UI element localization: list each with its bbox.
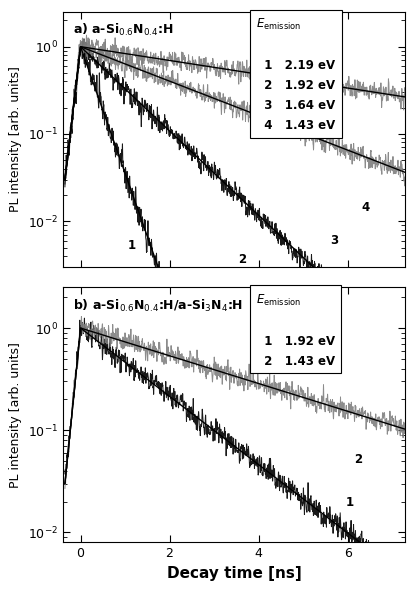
Text: 2: 2 [239, 253, 247, 266]
Text: $E_\mathrm{emission}$

  1   1.92 eV
  2   1.43 eV: $E_\mathrm{emission}$ 1 1.92 eV 2 1.43 e… [256, 293, 336, 368]
Text: 2: 2 [354, 453, 362, 466]
Text: 3: 3 [330, 234, 338, 247]
Y-axis label: PL intensity [arb. units]: PL intensity [arb. units] [9, 342, 22, 488]
Text: b) a-Si$_{0.6}$N$_{0.4}$:H/a-Si$_3$N$_4$:H: b) a-Si$_{0.6}$N$_{0.4}$:H/a-Si$_3$N$_4$… [73, 297, 243, 313]
X-axis label: Decay time [ns]: Decay time [ns] [167, 566, 301, 581]
Text: 1: 1 [345, 496, 354, 510]
Y-axis label: PL intensity [arb. units]: PL intensity [arb. units] [9, 67, 22, 212]
Text: 4: 4 [361, 201, 369, 215]
Text: 1: 1 [127, 239, 135, 252]
Text: a) a-Si$_{0.6}$N$_{0.4}$:H: a) a-Si$_{0.6}$N$_{0.4}$:H [73, 22, 173, 38]
Text: $E_\mathrm{emission}$

  1   2.19 eV
  2   1.92 eV
  3   1.64 eV
  4   1.43 eV: $E_\mathrm{emission}$ 1 2.19 eV 2 1.92 e… [256, 17, 336, 132]
